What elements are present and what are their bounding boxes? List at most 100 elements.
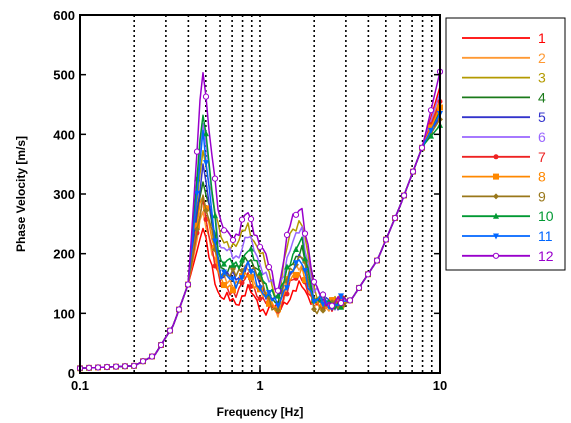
data-point bbox=[203, 207, 209, 214]
data-point bbox=[355, 284, 363, 292]
data-point bbox=[247, 215, 255, 223]
data-point bbox=[418, 144, 426, 151]
data-point bbox=[284, 263, 290, 270]
data-point bbox=[266, 300, 272, 307]
data-point bbox=[338, 303, 344, 310]
series-2 bbox=[79, 98, 441, 369]
legend-item: 12 bbox=[462, 248, 554, 264]
data-point bbox=[493, 154, 499, 160]
legend-item: 5 bbox=[462, 109, 546, 125]
data-point bbox=[221, 282, 227, 289]
data-point bbox=[239, 256, 245, 263]
data-point bbox=[409, 168, 417, 175]
data-point bbox=[311, 298, 317, 305]
data-point bbox=[184, 281, 192, 288]
data-point bbox=[139, 358, 147, 365]
data-point bbox=[203, 160, 209, 167]
data-point bbox=[337, 299, 345, 307]
data-point bbox=[293, 271, 299, 278]
data-point bbox=[202, 93, 210, 100]
legend-label: 8 bbox=[538, 169, 546, 185]
data-point bbox=[211, 175, 219, 182]
data-point bbox=[248, 268, 254, 275]
data-point bbox=[275, 303, 281, 310]
series-lines bbox=[76, 68, 444, 372]
data-point bbox=[220, 227, 228, 234]
data-point bbox=[248, 274, 254, 281]
data-point bbox=[257, 285, 263, 292]
legend-item: 4 bbox=[462, 89, 546, 105]
data-point bbox=[85, 364, 93, 371]
legend-label: 3 bbox=[538, 70, 546, 86]
data-point bbox=[427, 107, 435, 114]
legend-box bbox=[445, 17, 566, 271]
data-point bbox=[221, 269, 227, 276]
data-point bbox=[400, 192, 408, 199]
data-point bbox=[302, 255, 308, 262]
data-point bbox=[493, 193, 499, 200]
data-point bbox=[175, 306, 183, 313]
y-tick-label: 0 bbox=[68, 366, 75, 381]
data-point bbox=[275, 292, 281, 299]
data-point bbox=[302, 277, 308, 284]
x-tick-label: 10 bbox=[433, 378, 447, 393]
legend-item: 8 bbox=[462, 169, 546, 185]
data-point bbox=[493, 212, 499, 219]
data-point bbox=[275, 307, 281, 314]
legend-label: 4 bbox=[538, 89, 546, 105]
data-point bbox=[373, 257, 381, 264]
data-point bbox=[248, 283, 254, 289]
data-point bbox=[328, 302, 336, 309]
legend-item: 10 bbox=[462, 208, 554, 224]
legend-label: 11 bbox=[538, 228, 553, 244]
series-line bbox=[79, 98, 441, 369]
data-point bbox=[212, 238, 218, 245]
data-point bbox=[230, 261, 236, 268]
data-point bbox=[230, 287, 236, 294]
data-point bbox=[284, 285, 290, 292]
data-point bbox=[338, 293, 344, 300]
legend-label: 9 bbox=[538, 188, 546, 204]
legend-label: 1 bbox=[538, 30, 546, 46]
data-point bbox=[257, 296, 263, 302]
y-tick-label: 200 bbox=[53, 247, 75, 262]
legend-item: 7 bbox=[462, 149, 546, 165]
data-point bbox=[428, 127, 434, 134]
legend-item: 3 bbox=[462, 70, 546, 86]
legend-item: 6 bbox=[462, 129, 546, 145]
data-point bbox=[265, 263, 273, 271]
data-point bbox=[166, 327, 174, 334]
data-point bbox=[364, 271, 372, 278]
data-point bbox=[239, 275, 245, 282]
legend-label: 6 bbox=[538, 129, 546, 145]
x-tick-label: 1 bbox=[256, 378, 263, 393]
data-point bbox=[266, 290, 272, 297]
data-point bbox=[283, 231, 291, 238]
data-point bbox=[212, 212, 218, 219]
data-point bbox=[230, 276, 236, 283]
data-point bbox=[382, 236, 390, 243]
data-point bbox=[311, 306, 317, 313]
legend-label: 12 bbox=[538, 248, 554, 264]
legend-label: 10 bbox=[538, 208, 554, 224]
data-point bbox=[256, 243, 264, 250]
y-axis-label: Phase Velocity [m/s] bbox=[14, 136, 28, 252]
data-point bbox=[221, 260, 227, 267]
data-point bbox=[310, 278, 318, 285]
data-point bbox=[428, 132, 434, 139]
data-point bbox=[284, 291, 290, 297]
y-tick-label: 600 bbox=[53, 8, 75, 23]
data-point bbox=[193, 148, 201, 155]
x-tick-label: 0.1 bbox=[71, 378, 89, 393]
axis-ticks: 0 100 200 300 400 500 600 0.1 1 10 bbox=[53, 8, 447, 393]
data-point bbox=[121, 363, 129, 370]
y-tick-label: 400 bbox=[53, 127, 75, 142]
data-point bbox=[319, 291, 327, 298]
data-point bbox=[148, 353, 156, 360]
grid-lines bbox=[133, 15, 433, 373]
data-point bbox=[94, 364, 102, 371]
y-tick-label: 500 bbox=[53, 68, 75, 83]
legend-label: 2 bbox=[538, 50, 546, 66]
legend-label: 5 bbox=[538, 109, 546, 125]
